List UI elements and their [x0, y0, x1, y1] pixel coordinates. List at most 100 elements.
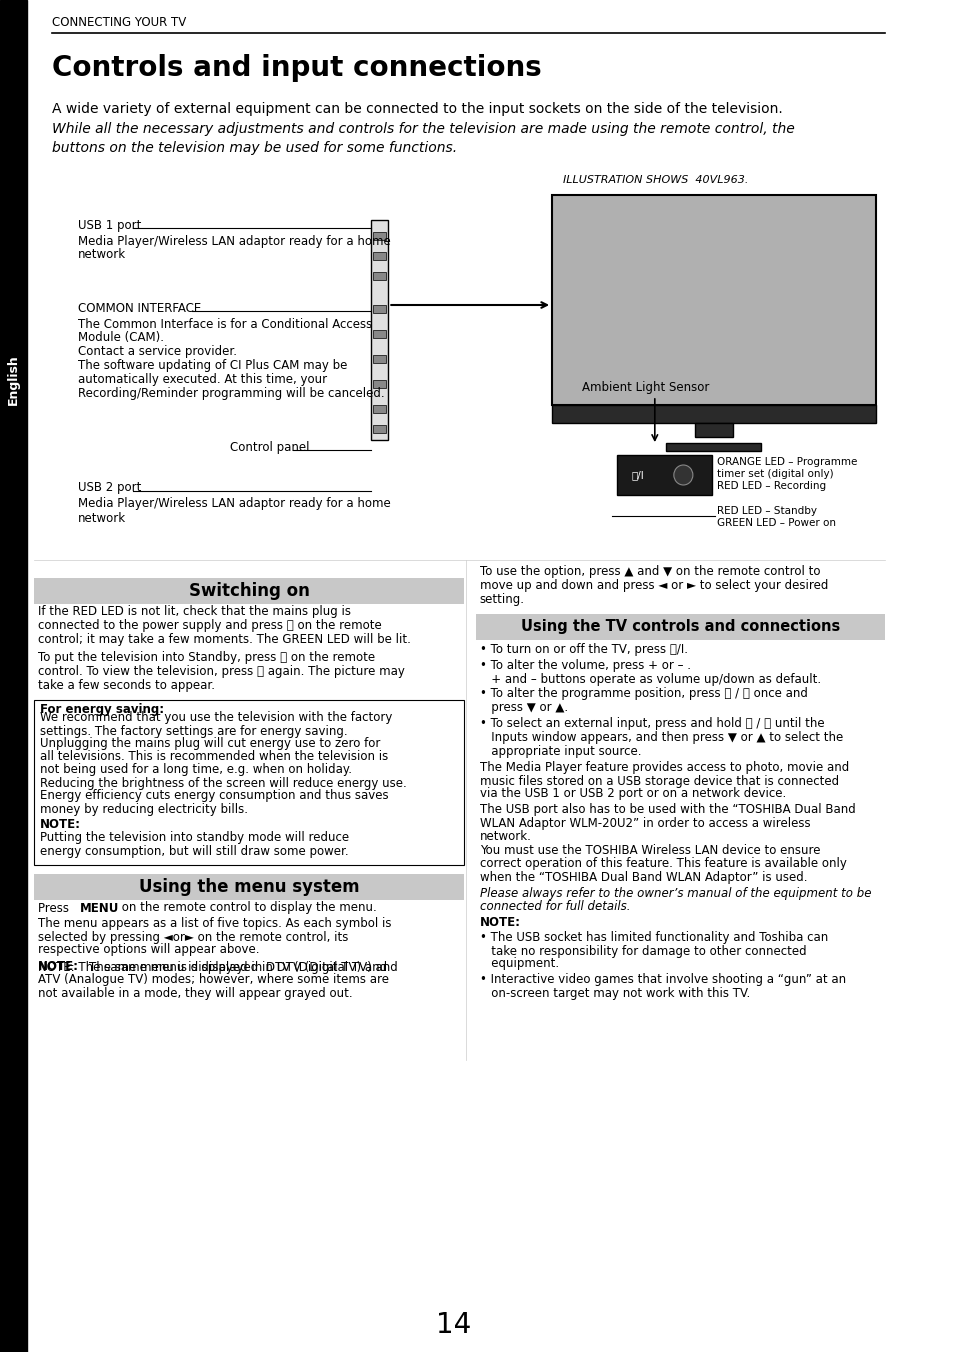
Text: not being used for a long time, e.g. when on holiday.: not being used for a long time, e.g. whe… — [40, 764, 352, 776]
Text: ORANGE LED – Programme: ORANGE LED – Programme — [716, 457, 856, 466]
Bar — [373, 251, 386, 260]
Text: Please always refer to the owner’s manual of the equipment to be: Please always refer to the owner’s manua… — [479, 887, 870, 899]
Text: via the USB 1 or USB 2 port or on a network device.: via the USB 1 or USB 2 port or on a netw… — [479, 787, 785, 800]
Text: Press: Press — [38, 902, 72, 914]
Text: connected for full details.: connected for full details. — [479, 899, 630, 913]
Text: take a few seconds to appear.: take a few seconds to appear. — [38, 680, 214, 692]
Bar — [34, 579, 464, 604]
Bar — [373, 425, 386, 433]
Text: 14: 14 — [436, 1311, 471, 1338]
Text: USB 1 port: USB 1 port — [78, 219, 141, 231]
Text: Module (CAM).: Module (CAM). — [78, 331, 164, 345]
Text: COMMON INTERFACE: COMMON INTERFACE — [78, 301, 201, 315]
Text: MENU: MENU — [80, 902, 119, 914]
Text: not available in a mode, they will appear grayed out.: not available in a mode, they will appea… — [38, 987, 353, 999]
Text: ATV (Analogue TV) modes; however, where some items are: ATV (Analogue TV) modes; however, where … — [38, 973, 389, 987]
Text: control. To view the television, press ⏻ again. The picture may: control. To view the television, press ⏻… — [38, 665, 404, 679]
Text: WLAN Adaptor WLM-20U2” in order to access a wireless: WLAN Adaptor WLM-20U2” in order to acces… — [479, 817, 809, 830]
Text: on the remote control to display the menu.: on the remote control to display the men… — [118, 902, 376, 914]
Text: English: English — [7, 354, 20, 406]
Text: While all the necessary adjustments and controls for the television are made usi: While all the necessary adjustments and … — [52, 122, 794, 137]
Bar — [552, 406, 875, 423]
Text: money by reducing electricity bills.: money by reducing electricity bills. — [40, 803, 248, 815]
Text: selected by pressing ◄or► on the remote control, its: selected by pressing ◄or► on the remote … — [38, 930, 348, 944]
Text: Putting the television into standby mode will reduce: Putting the television into standby mode… — [40, 831, 349, 845]
Text: network: network — [78, 249, 126, 261]
Text: We recommend that you use the television with the factory: We recommend that you use the television… — [40, 711, 392, 725]
Text: Ambient Light Sensor: Ambient Light Sensor — [582, 381, 709, 395]
Text: press ▼ or ▲.: press ▼ or ▲. — [479, 702, 567, 714]
Text: Recording/Reminder programming will be canceled.: Recording/Reminder programming will be c… — [78, 388, 384, 400]
Text: move up and down and press ◄ or ► to select your desired: move up and down and press ◄ or ► to sel… — [479, 580, 827, 592]
Text: To put the television into Standby, press ⏻ on the remote: To put the television into Standby, pres… — [38, 652, 375, 664]
Text: control; it may take a few moments. The GREEN LED will be lit.: control; it may take a few moments. The … — [38, 634, 411, 646]
Text: The USB port also has to be used with the “TOSHIBA Dual Band: The USB port also has to be used with th… — [479, 803, 855, 817]
Text: setting.: setting. — [479, 594, 524, 607]
Text: on-screen target may not work with this TV.: on-screen target may not work with this … — [479, 987, 749, 999]
Text: To use the option, press ▲ and ▼ on the remote control to: To use the option, press ▲ and ▼ on the … — [479, 565, 820, 579]
Bar — [34, 700, 464, 865]
Text: • To alter the volume, press + or – .: • To alter the volume, press + or – . — [479, 658, 690, 672]
Text: CONNECTING YOUR TV: CONNECTING YOUR TV — [52, 15, 187, 28]
Text: equipment.: equipment. — [479, 957, 558, 971]
Text: You must use the TOSHIBA Wireless LAN device to ensure: You must use the TOSHIBA Wireless LAN de… — [479, 845, 820, 857]
Bar — [373, 233, 386, 241]
Text: correct operation of this feature. This feature is available only: correct operation of this feature. This … — [479, 857, 845, 871]
Text: USB 2 port: USB 2 port — [78, 481, 141, 495]
Text: • To alter the programme position, press Ⓓ / ⎈ once and: • To alter the programme position, press… — [479, 688, 806, 700]
Text: Control panel: Control panel — [230, 441, 310, 453]
Text: Unplugging the mains plug will cut energy use to zero for: Unplugging the mains plug will cut energ… — [40, 737, 380, 750]
Text: Media Player/Wireless LAN adaptor ready for a home: Media Player/Wireless LAN adaptor ready … — [78, 234, 391, 247]
Bar — [616, 456, 711, 495]
Text: Reducing the brightness of the screen will reduce energy use.: Reducing the brightness of the screen wi… — [40, 776, 406, 790]
Text: + and – buttons operate as volume up/down as default.: + and – buttons operate as volume up/dow… — [479, 672, 820, 685]
Text: automatically executed. At this time, your: automatically executed. At this time, yo… — [78, 373, 327, 387]
Text: appropriate input source.: appropriate input source. — [479, 745, 640, 757]
Bar — [665, 443, 760, 452]
Text: NOTE:: NOTE: — [479, 915, 520, 929]
Bar — [476, 614, 884, 639]
Text: network: network — [78, 511, 126, 525]
Text: Controls and input connections: Controls and input connections — [52, 54, 541, 82]
Bar — [0, 0, 27, 1352]
Text: all televisions. This is recommended when the television is: all televisions. This is recommended whe… — [40, 750, 388, 764]
Bar — [373, 330, 386, 338]
Text: • To select an external input, press and hold Ⓓ / ⎈ until the: • To select an external input, press and… — [479, 717, 823, 730]
Text: NOTE: The same menu is displayed in DTV (Digital TV) and: NOTE: The same menu is displayed in DTV … — [38, 960, 387, 973]
Text: buttons on the television may be used for some functions.: buttons on the television may be used fo… — [52, 141, 457, 155]
Text: ILLUSTRATION SHOWS  40VL963.: ILLUSTRATION SHOWS 40VL963. — [563, 174, 748, 185]
Text: The menu appears as a list of five topics. As each symbol is: The menu appears as a list of five topic… — [38, 918, 391, 930]
Text: For energy saving:: For energy saving: — [40, 703, 164, 717]
Text: NOTE:: NOTE: — [40, 818, 81, 830]
Text: ⏻/I: ⏻/I — [631, 470, 643, 480]
Text: connected to the power supply and press ⏻ on the remote: connected to the power supply and press … — [38, 619, 381, 633]
Bar — [371, 220, 388, 439]
Text: when the “TOSHIBA Dual Band WLAN Adaptor” is used.: when the “TOSHIBA Dual Band WLAN Adaptor… — [479, 871, 806, 883]
Bar — [34, 873, 464, 900]
Bar — [373, 406, 386, 412]
Text: Using the menu system: Using the menu system — [139, 877, 359, 896]
Text: NOTE:: NOTE: — [38, 960, 79, 973]
Text: timer set (digital only): timer set (digital only) — [716, 469, 832, 479]
Text: RED LED – Recording: RED LED – Recording — [716, 481, 825, 491]
Text: • The USB socket has limited functionality and Toshiba can: • The USB socket has limited functionali… — [479, 932, 827, 945]
Text: • Interactive video games that involve shooting a “gun” at an: • Interactive video games that involve s… — [479, 973, 845, 987]
Text: settings. The factory settings are for energy saving.: settings. The factory settings are for e… — [40, 725, 347, 737]
Bar — [552, 195, 875, 406]
Text: respective options will appear above.: respective options will appear above. — [38, 944, 259, 956]
Text: The Common Interface is for a Conditional Access: The Common Interface is for a Conditiona… — [78, 318, 372, 330]
Text: Media Player/Wireless LAN adaptor ready for a home: Media Player/Wireless LAN adaptor ready … — [78, 498, 391, 511]
Text: • To turn on or off the TV, press ⏻/I.: • To turn on or off the TV, press ⏻/I. — [479, 644, 687, 657]
Text: Contact a service provider.: Contact a service provider. — [78, 346, 236, 358]
Text: If the RED LED is not lit, check that the mains plug is: If the RED LED is not lit, check that th… — [38, 606, 351, 618]
Text: music files stored on a USB storage device that is connected: music files stored on a USB storage devi… — [479, 775, 838, 787]
Bar — [373, 306, 386, 314]
Text: energy consumption, but will still draw some power.: energy consumption, but will still draw … — [40, 845, 348, 857]
Text: The same menu is displayed in DTV (Digital TV) and: The same menu is displayed in DTV (Digit… — [90, 960, 397, 973]
Text: Switching on: Switching on — [189, 581, 310, 600]
Text: network.: network. — [479, 830, 531, 842]
Text: GREEN LED – Power on: GREEN LED – Power on — [716, 518, 835, 529]
Text: take no responsibility for damage to other connected: take no responsibility for damage to oth… — [479, 945, 805, 957]
Text: Inputs window appears, and then press ▼ or ▲ to select the: Inputs window appears, and then press ▼ … — [479, 730, 842, 744]
Text: The Media Player feature provides access to photo, movie and: The Media Player feature provides access… — [479, 761, 848, 775]
